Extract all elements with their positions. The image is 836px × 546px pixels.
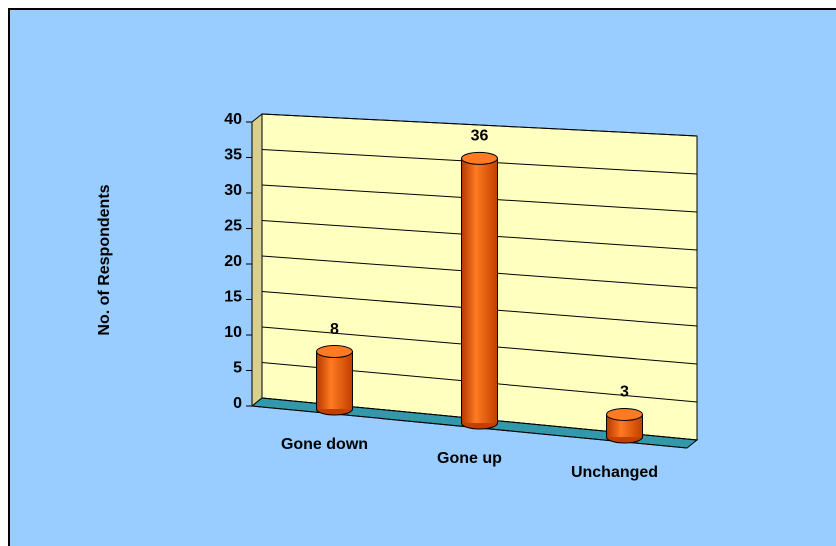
y-tick-label: 30 [224, 182, 242, 199]
bar-top [606, 407, 643, 421]
value-label: 36 [471, 128, 489, 145]
grid-line [261, 113, 698, 137]
bar-top [461, 151, 498, 165]
value-label: 3 [620, 384, 629, 401]
y-tick-label: 5 [233, 360, 242, 377]
side-wall [251, 112, 263, 408]
value-label: 8 [330, 321, 339, 338]
y-tick-label: 20 [224, 253, 242, 270]
bar-cover [462, 158, 497, 423]
bar-top [316, 345, 353, 359]
y-tick-label: 0 [233, 395, 242, 412]
y-tick-label: 10 [224, 324, 242, 341]
x-tick-label: Unchanged [571, 464, 658, 481]
y-tick-label: 15 [224, 289, 242, 306]
y-axis-label: No. of Respondents [96, 184, 113, 335]
x-tick-label: Gone up [437, 450, 502, 467]
x-tick-label: Gone down [281, 436, 368, 453]
y-tick-label: 25 [224, 218, 242, 235]
bar-cover [317, 351, 352, 409]
y-tick-label: 35 [224, 147, 242, 164]
y-tick-label: 40 [224, 111, 242, 128]
